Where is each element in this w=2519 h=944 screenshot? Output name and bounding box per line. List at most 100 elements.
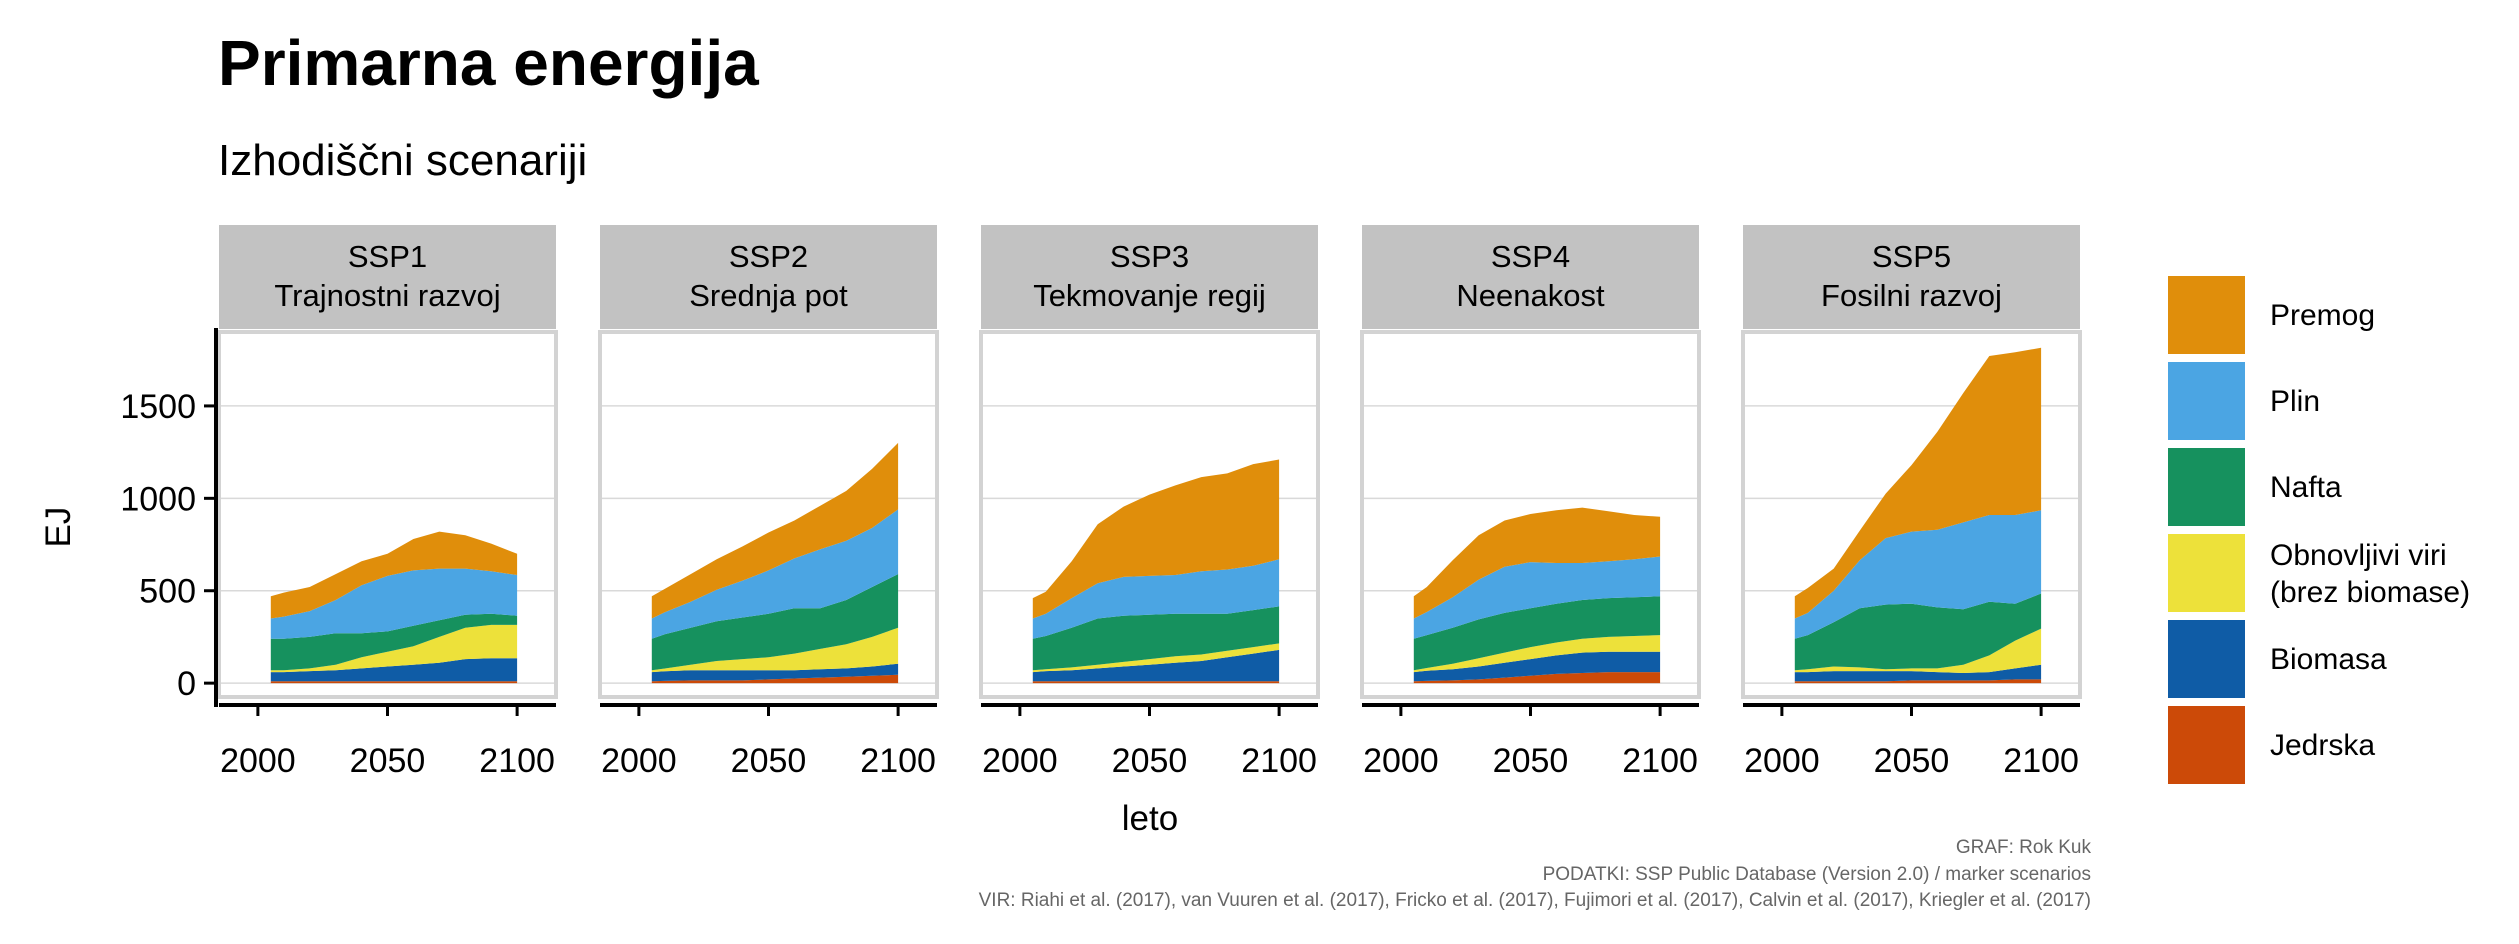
- x-tick-label: 2000: [1363, 742, 1439, 780]
- legend-label: Biomasa: [2270, 643, 2387, 676]
- facet-strip-label: SSP1: [348, 239, 427, 274]
- x-tick-label: 2050: [731, 742, 807, 780]
- y-tick-label: 1500: [120, 388, 196, 426]
- x-tick-label: 2050: [1112, 742, 1188, 780]
- facet-strip: [219, 225, 556, 329]
- area-plin: [1032, 559, 1280, 639]
- facet-strip-label: Trajnostni razvoj: [274, 278, 500, 313]
- legend-label: Premog: [2270, 299, 2375, 332]
- area-plin: [270, 568, 518, 639]
- x-tick-label: 2050: [350, 742, 426, 780]
- area-jedrska: [1032, 681, 1280, 684]
- area-obnovljivi-viri-brez-biomase: [1413, 635, 1661, 673]
- area-nafta: [651, 574, 899, 671]
- x-tick-label: 2000: [982, 742, 1058, 780]
- facet-ssp2: SSP2 Srednja pot 2000 2050 2100: [598, 225, 939, 780]
- legend-key: [2168, 276, 2245, 354]
- legend-label: Plin: [2270, 385, 2320, 418]
- area-premog: [1032, 459, 1280, 619]
- x-tick-label: 2100: [2003, 742, 2079, 780]
- x-tick-label: 2000: [1744, 742, 1820, 780]
- area-biomasa: [1413, 651, 1661, 682]
- area-biomasa: [270, 658, 518, 682]
- panel-border: [1741, 330, 2082, 699]
- facet-strip-label: SSP4: [1491, 239, 1570, 274]
- legend-key: [2168, 448, 2245, 526]
- x-tick-label: 2100: [1241, 742, 1317, 780]
- facet-strip: [600, 225, 937, 329]
- area-nafta: [1794, 593, 2042, 671]
- legend-item-plin: Plin: [2168, 362, 2320, 440]
- facet-strip: [981, 225, 1318, 329]
- facet-ssp4: SSP4 Neenakost 2000 2050 2100: [1360, 225, 1701, 780]
- area-plin: [1794, 510, 2042, 639]
- area-jedrska: [651, 674, 899, 684]
- area-biomasa: [651, 663, 899, 682]
- area-nafta: [1032, 606, 1280, 671]
- panel-border: [598, 330, 939, 699]
- legend-item-premog: Premog: [2168, 276, 2375, 354]
- x-tick-label: 2050: [1874, 742, 1950, 780]
- facet-strip: [1743, 225, 2080, 329]
- legend: Premog Plin Nafta Obnovljivi viri (brez biom…: [2168, 276, 2470, 784]
- area-jedrska: [270, 681, 518, 684]
- area-premog: [1413, 507, 1661, 619]
- panel-border: [1360, 330, 1701, 699]
- facet-strip-label: Neenakost: [1456, 278, 1605, 313]
- facet-strip-label: Tekmovanje regij: [1033, 278, 1266, 313]
- x-tick-label: 2000: [220, 742, 296, 780]
- area-plin: [651, 509, 899, 639]
- x-tick-label: 2000: [601, 742, 677, 780]
- legend-label: Obnovljivi viri: [2270, 539, 2447, 572]
- x-axis-title: leto: [1122, 799, 1178, 838]
- y-tick-label: 500: [139, 573, 196, 611]
- area-premog: [651, 442, 899, 619]
- x-tick-label: 2100: [1622, 742, 1698, 780]
- facet-strip: [1362, 225, 1699, 329]
- area-obnovljivi-viri-brez-biomase: [651, 627, 899, 673]
- area-premog: [270, 531, 518, 619]
- chart-subtitle: Izhodiščni scenariji: [218, 136, 587, 185]
- y-tick-label: 0: [177, 665, 196, 703]
- facet-ssp5: SSP5 Fosilni razvoj 2000 2050 2100: [1741, 225, 2082, 780]
- legend-item-jedrska: Jedrska: [2168, 706, 2375, 784]
- facet-strip-label: SSP3: [1110, 239, 1189, 274]
- facet-strip-label: SSP5: [1872, 239, 1951, 274]
- y-axis-title: EJ: [39, 507, 78, 548]
- x-tick-label: 2100: [860, 742, 936, 780]
- area-premog: [1794, 347, 2042, 619]
- area-obnovljivi-viri-brez-biomase: [1794, 628, 2042, 673]
- legend-item-obnovljivi-viri-brez-biomase: Obnovljivi viri (brez biomase): [2168, 534, 2470, 612]
- area-biomasa: [1794, 664, 2042, 682]
- area-plin: [1413, 556, 1661, 639]
- caption-credit: GRAF: Rok Kuk: [1956, 837, 2092, 858]
- panel-border: [217, 330, 558, 699]
- area-biomasa: [1032, 649, 1280, 682]
- facet-strip-label: Srednja pot: [689, 278, 848, 313]
- facet-panels: SSP1 Trajnostni razvoj 2000 2050 2100 0 500 100…: [120, 225, 2082, 780]
- area-jedrska: [1413, 672, 1661, 684]
- panel-border: [979, 330, 1320, 699]
- facet-strip-label: Fosilni razvoj: [1821, 278, 2002, 313]
- legend-key: [2168, 706, 2245, 784]
- legend-label: (brez biomase): [2270, 576, 2470, 609]
- facet-strip-label: SSP2: [729, 239, 808, 274]
- area-nafta: [1413, 596, 1661, 671]
- legend-label: Jedrska: [2270, 729, 2375, 762]
- caption-data: PODATKI: SSP Public Database (Version 2.…: [1543, 864, 2091, 885]
- area-obnovljivi-viri-brez-biomase: [1032, 643, 1280, 673]
- chart-title: Primarna energija: [218, 27, 759, 99]
- x-tick-label: 2050: [1493, 742, 1569, 780]
- x-tick-label: 2100: [479, 742, 555, 780]
- legend-label: Nafta: [2270, 471, 2342, 504]
- legend-key: [2168, 362, 2245, 440]
- area-obnovljivi-viri-brez-biomase: [270, 624, 518, 673]
- legend-item-nafta: Nafta: [2168, 448, 2342, 526]
- facet-ssp1: SSP1 Trajnostni razvoj 2000 2050 2100 0 500 100…: [120, 225, 558, 780]
- y-tick-label: 1000: [120, 480, 196, 518]
- legend-item-biomasa: Biomasa: [2168, 620, 2387, 698]
- legend-key: [2168, 534, 2245, 612]
- area-jedrska: [1794, 679, 2042, 684]
- facet-ssp3: SSP3 Tekmovanje regij 2000 2050 2100: [979, 225, 1320, 780]
